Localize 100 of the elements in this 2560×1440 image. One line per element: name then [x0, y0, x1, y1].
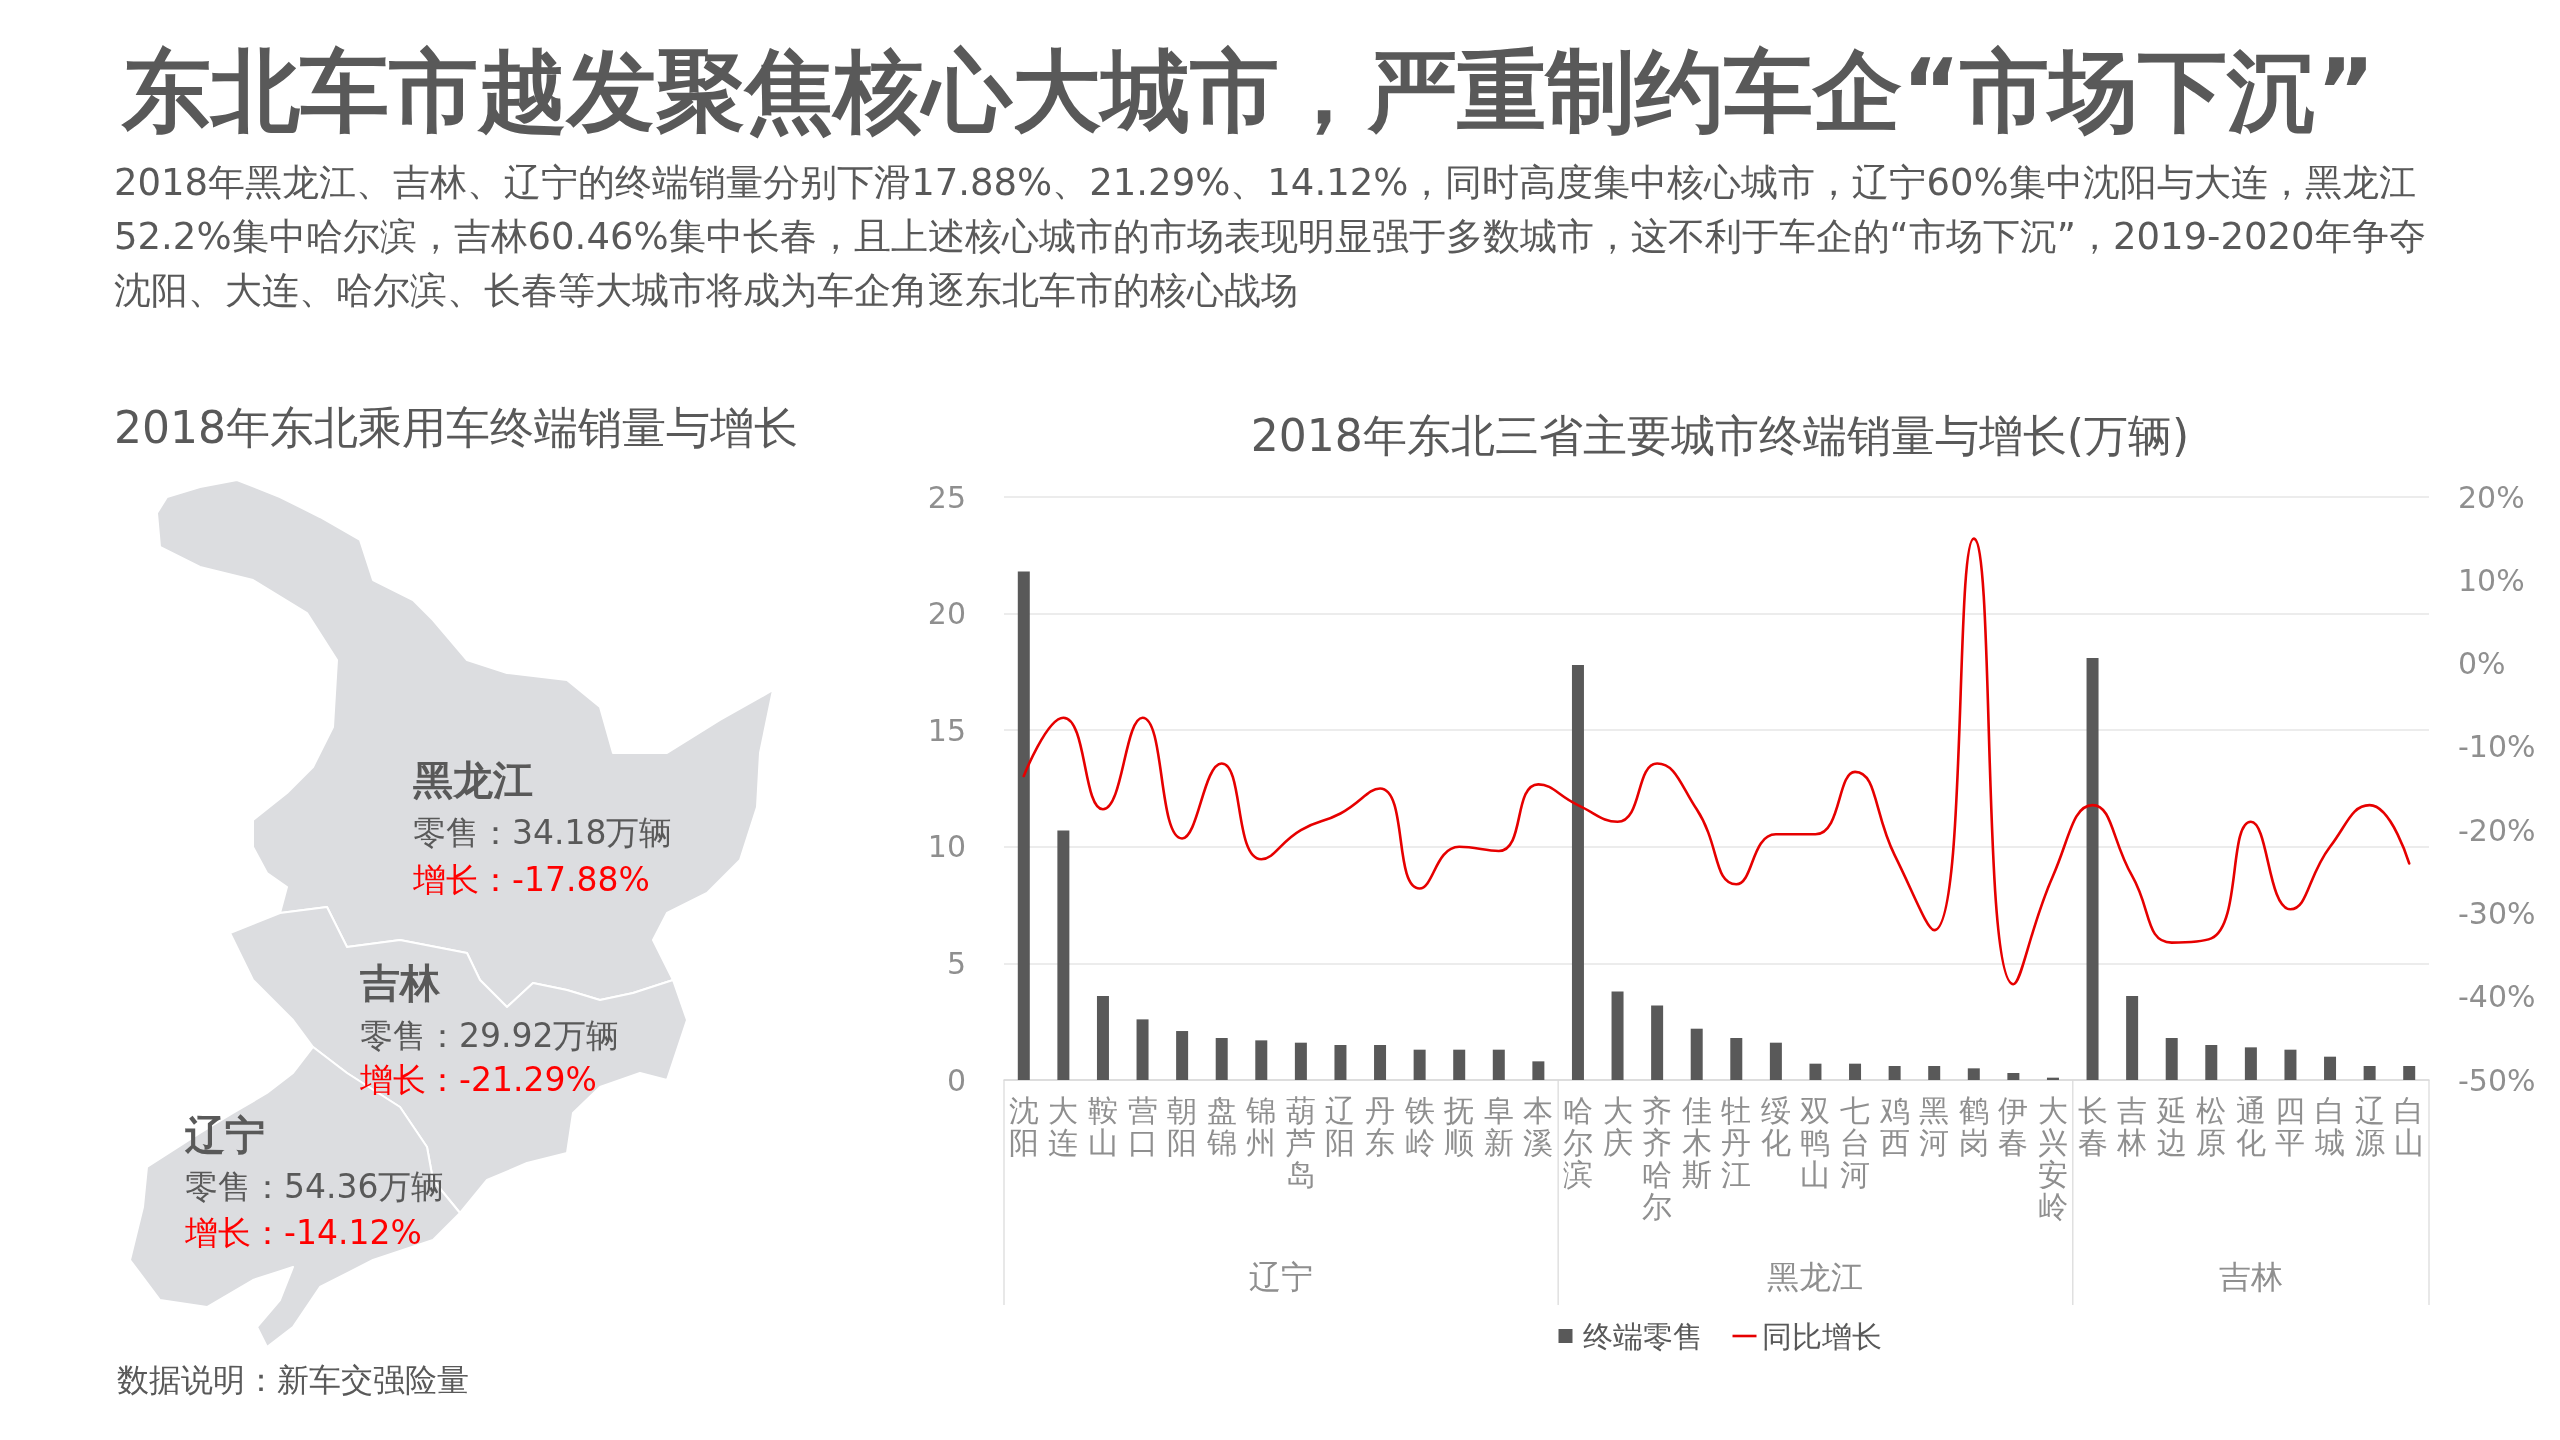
bar: [1294, 1042, 1307, 1080]
x-tick-label: 大兴安岭: [2037, 1092, 2068, 1224]
text: 增长：-14.12%: [185, 1213, 422, 1253]
text: 数据说明：新车交强险量: [117, 1361, 469, 1400]
x-tick-label: 通化: [2235, 1092, 2266, 1160]
bar: [1492, 1049, 1505, 1080]
text: 零售：34.18万辆: [413, 813, 673, 853]
x-tick-label: 丹东: [1365, 1092, 1396, 1160]
legend-label: 同比增长: [1761, 1318, 1882, 1354]
text: 辽宁: [1249, 1258, 1314, 1296]
bar: [1928, 1066, 1941, 1080]
bar: [1136, 1019, 1149, 1080]
y-tick-label: 5: [946, 945, 966, 981]
bar: [2165, 1038, 2178, 1080]
bar: [1967, 1068, 1980, 1080]
x-tick-label: 锦州: [1245, 1092, 1277, 1160]
bar: [1453, 1049, 1466, 1080]
bar: [2007, 1073, 2020, 1080]
bar: [1690, 1028, 1703, 1080]
x-tick-label: 沈阳: [1008, 1092, 1039, 1160]
x-tick-label: 牡丹江: [1721, 1092, 1752, 1192]
x-tick-label: 吉林: [2116, 1092, 2148, 1160]
text: 吉林: [2218, 1258, 2283, 1296]
bar: [2363, 1066, 2376, 1080]
y2-tick-label: -30%: [2458, 895, 2536, 931]
x-tick-label: 齐齐哈尔: [1642, 1092, 1673, 1224]
y2-tick-label: 20%: [2458, 479, 2525, 515]
bar: [1730, 1038, 1743, 1080]
y2-tick-label: 10%: [2458, 562, 2525, 598]
x-tick-label: 哈尔滨: [1562, 1092, 1593, 1192]
y2-tick-label: 0%: [2458, 646, 2506, 682]
bar: [1176, 1031, 1189, 1080]
x-tick-label: 长春: [2077, 1092, 2108, 1160]
x-tick-label: 佳木斯: [1681, 1092, 1712, 1192]
text: 黑龙江: [413, 756, 533, 804]
x-tick-label: 鸡西: [1878, 1092, 1910, 1160]
bar: [1334, 1045, 1347, 1080]
y-tick-label: 25: [927, 479, 966, 515]
x-tick-label: 盘锦: [1205, 1092, 1237, 1160]
bar: [2244, 1047, 2257, 1080]
x-tick-label: 抚顺: [1443, 1092, 1475, 1160]
x-tick-label: 辽源: [2354, 1092, 2385, 1160]
text: 2018年黑龙江、吉林、辽宁的终端销量分别下滑17.88%、21.29%、14.12%，同时高度集中核心城市，辽宁60%集中沈阳与大连，黑龙江52.2%集中哈尔滨，吉林60.46%集中长春，且上述核心城市的市场表现明显强于多数城市，这不利于车企的“市场下沉”，2019-2020年争夺沈阳、大连、哈尔滨、长春等大城市将成为车企角逐东北车市的核心战场: [114, 160, 2427, 314]
x-tick-label: 绥化: [1760, 1092, 1791, 1160]
x-tick-label: 铁岭: [1403, 1092, 1435, 1160]
x-tick-label: 鹤岗: [1958, 1092, 1989, 1160]
y-tick-label: 15: [927, 712, 966, 748]
bar: [1096, 996, 1109, 1080]
bar: [1651, 1005, 1664, 1080]
bar: [1413, 1049, 1426, 1080]
x-tick-label: 延边: [2155, 1092, 2187, 1160]
x-tick-label: 双鸭山: [1800, 1092, 1831, 1192]
text: 吉林: [360, 959, 440, 1007]
text: 增长：-17.88%: [413, 860, 650, 900]
x-tick-label: 朝阳: [1167, 1092, 1198, 1160]
y-tick-label: 20: [927, 596, 966, 632]
text: 辽宁: [185, 1111, 265, 1159]
text: 东北车市越发聚焦核心大城市，严重制约车企“市场下沉”: [122, 38, 2375, 145]
bar: [1374, 1045, 1387, 1080]
bar: [1769, 1042, 1782, 1080]
x-tick-label: 辽阳: [1325, 1092, 1356, 1160]
bar: [1017, 571, 1030, 1080]
text: 零售：54.36万辆: [185, 1167, 445, 1207]
bar: [2126, 996, 2139, 1080]
x-tick-label: 大连: [1048, 1092, 1079, 1160]
bar: [1611, 991, 1624, 1080]
x-tick-label: 阜新: [1483, 1092, 1514, 1160]
line-series: [1022, 537, 2411, 986]
x-tick-label: 四平: [2275, 1092, 2306, 1160]
text: 增长：-21.29%: [360, 1060, 597, 1100]
x-tick-label: 营口: [1127, 1092, 1158, 1160]
x-tick-label: 黑河: [1919, 1092, 1950, 1160]
bar: [1255, 1040, 1268, 1080]
x-tick-label: 伊春: [1998, 1092, 2029, 1160]
y-tick-label: 0: [946, 1062, 966, 1098]
bar: [2403, 1066, 2416, 1080]
x-tick-label: 七台河: [1840, 1092, 1871, 1192]
y2-tick-label: -20%: [2458, 812, 2536, 848]
bar: [1849, 1063, 1862, 1080]
x-tick-label: 本溪: [1523, 1092, 1554, 1160]
x-tick-label: 白城: [2314, 1092, 2346, 1160]
text: 零售：29.92万辆: [360, 1016, 620, 1056]
chart-title: 2018年东北三省主要城市终端销量与增长(万辆): [1250, 409, 2190, 461]
text: 黑龙江: [1767, 1258, 1864, 1296]
bar: [1571, 664, 1584, 1080]
bar: [1532, 1061, 1545, 1080]
x-tick-label: 大庆: [1602, 1092, 1633, 1160]
bar: [1215, 1038, 1228, 1080]
x-tick-label: 松原: [2196, 1092, 2227, 1160]
y2-tick-label: -50%: [2458, 1062, 2536, 1098]
y2-tick-label: -40%: [2458, 979, 2536, 1015]
y-tick-label: 10: [927, 829, 966, 865]
legend-label: 终端零售: [1582, 1318, 1703, 1354]
bar: [2324, 1056, 2337, 1080]
y2-tick-label: -10%: [2458, 729, 2536, 765]
bar: [1057, 830, 1070, 1080]
bar: [1888, 1066, 1901, 1080]
x-tick-label: 葫芦岛: [1285, 1092, 1316, 1192]
bar: [2284, 1049, 2297, 1080]
text: 2018年东北乘用车终端销量与增长: [114, 402, 798, 455]
